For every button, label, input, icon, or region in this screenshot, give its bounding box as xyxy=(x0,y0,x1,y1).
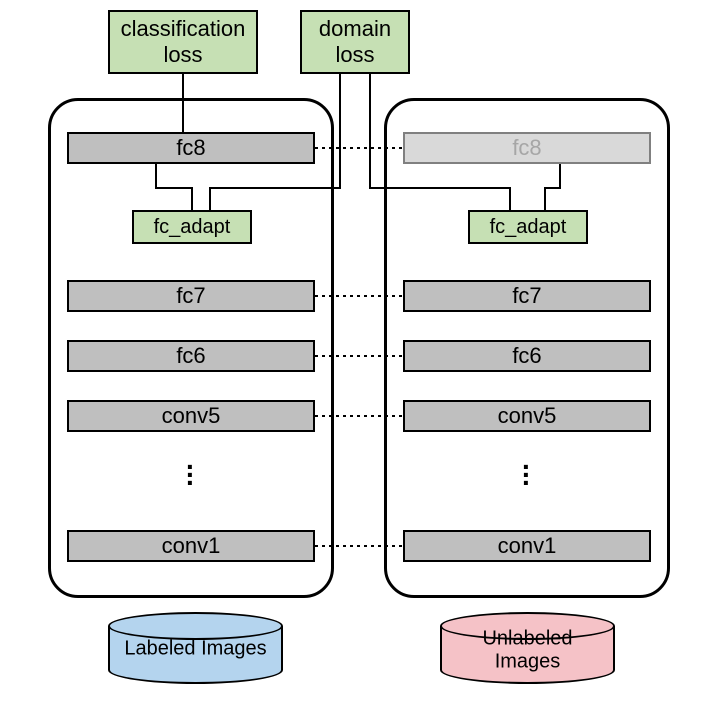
classification-loss-label: classification loss xyxy=(121,16,246,69)
layer-left-fc8-label: fc8 xyxy=(176,135,205,161)
layer-right-fc6: fc6 xyxy=(403,340,651,372)
layer-left-conv5-label: conv5 xyxy=(162,403,221,429)
layer-right-fc6-label: fc6 xyxy=(512,343,541,369)
right-vdots: ... xyxy=(522,456,530,480)
layer-left-fc6-label: fc6 xyxy=(176,343,205,369)
layer-right-fc8-label: fc8 xyxy=(512,135,541,161)
layer-left-fc7-label: fc7 xyxy=(176,283,205,309)
layer-left-fc-adapt: fc_adapt xyxy=(132,210,252,244)
unlabeled-images-label: Unlabeled Images xyxy=(440,627,615,673)
left-vdots: ... xyxy=(186,456,194,480)
layer-left-fc-adapt-label: fc_adapt xyxy=(154,215,231,239)
layer-right-conv5-label: conv5 xyxy=(498,403,557,429)
layer-left-fc8: fc8 xyxy=(67,132,315,164)
layer-right-conv5: conv5 xyxy=(403,400,651,432)
layer-right-fc8: fc8 xyxy=(403,132,651,164)
layer-right-fc7: fc7 xyxy=(403,280,651,312)
layer-right-fc-adapt: fc_adapt xyxy=(468,210,588,244)
layer-left-conv5: conv5 xyxy=(67,400,315,432)
layer-left-conv1: conv1 xyxy=(67,530,315,562)
domain-loss-box: domain loss xyxy=(300,10,410,74)
labeled-images-label: Labeled Images xyxy=(108,638,283,661)
layer-left-fc7: fc7 xyxy=(67,280,315,312)
layer-left-conv1-label: conv1 xyxy=(162,533,221,559)
layer-right-fc7-label: fc7 xyxy=(512,283,541,309)
layer-right-fc-adapt-label: fc_adapt xyxy=(490,215,567,239)
unlabeled-images-cylinder: Unlabeled Images xyxy=(440,612,615,684)
domain-loss-label: domain loss xyxy=(319,16,391,69)
layer-left-fc6: fc6 xyxy=(67,340,315,372)
labeled-images-cylinder: Labeled Images xyxy=(108,612,283,684)
layer-right-conv1-label: conv1 xyxy=(498,533,557,559)
layer-right-conv1: conv1 xyxy=(403,530,651,562)
classification-loss-box: classification loss xyxy=(108,10,258,74)
